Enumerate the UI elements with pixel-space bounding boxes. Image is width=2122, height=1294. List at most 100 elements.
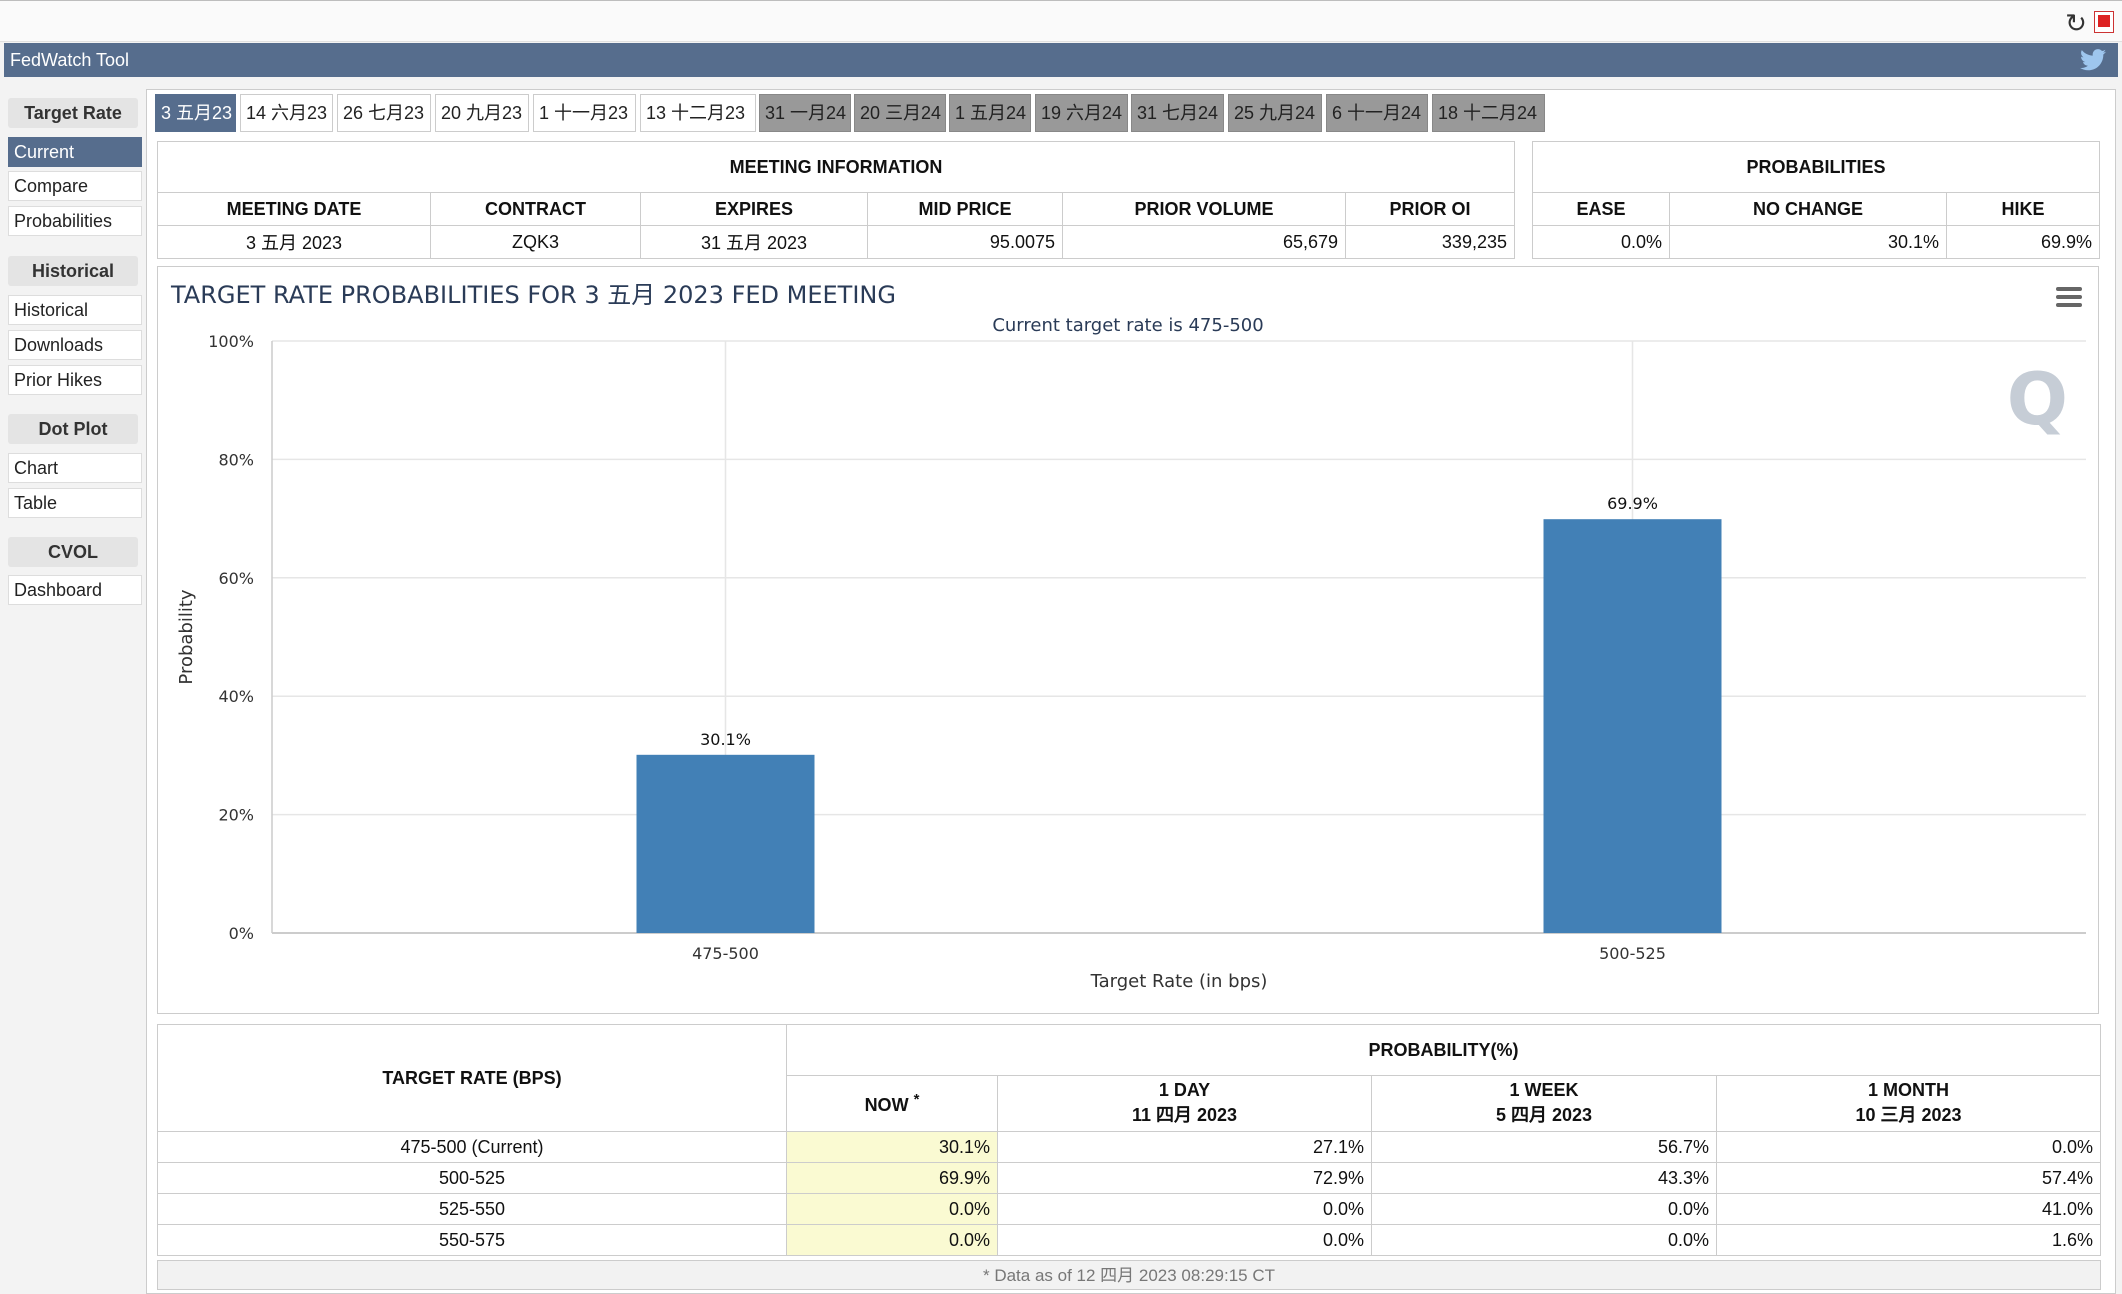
twitter-icon[interactable] bbox=[2080, 49, 2106, 71]
sidebar-item-chart[interactable]: Chart bbox=[8, 453, 142, 483]
cell-1-day: 27.1% bbox=[997, 1131, 1372, 1163]
meeting-info-table: MEETING INFORMATION MEETING DATE CONTRAC… bbox=[157, 141, 1515, 259]
reload-icon[interactable]: ↻ bbox=[2065, 8, 2087, 38]
bar-data-label: 30.1% bbox=[700, 730, 751, 749]
col-no-change: NO CHANGE bbox=[1669, 192, 1947, 226]
sidebar-heading-dot-plot[interactable]: Dot Plot bbox=[8, 414, 138, 444]
tab-meeting[interactable]: 25 九月24 bbox=[1228, 94, 1322, 132]
cell-expires: 31 五月 2023 bbox=[640, 225, 868, 259]
cell-1-month: 57.4% bbox=[1716, 1162, 2101, 1194]
col-1-day: 1 DAY 11 四月 2023 bbox=[997, 1075, 1372, 1132]
period-label: 1 DAY bbox=[1158, 1080, 1211, 1101]
table-row: 550-575 0.0% 0.0% 0.0% 1.6% bbox=[157, 1224, 2101, 1256]
sidebar-heading-target-rate[interactable]: Target Rate bbox=[8, 98, 138, 128]
y-tick-label: 80% bbox=[218, 450, 254, 469]
tab-meeting[interactable]: 20 九月23 bbox=[435, 94, 529, 132]
data-footnote: * Data as of 12 四月 2023 08:29:15 CT bbox=[157, 1260, 2101, 1290]
bar-chart: 0% 20% 40% 60% 80% 100% 30.1% 475-500 69.9% 500-5… bbox=[176, 332, 2086, 992]
cell-rate: 550-575 bbox=[157, 1224, 787, 1256]
sidebar-item-historical[interactable]: Historical bbox=[8, 295, 142, 325]
tab-meeting[interactable]: 14 六月23 bbox=[240, 94, 333, 132]
cell-1-month: 0.0% bbox=[1716, 1131, 2101, 1163]
tab-meeting[interactable]: 18 十二月24 bbox=[1432, 94, 1545, 132]
tab-meeting[interactable]: 6 十一月24 bbox=[1326, 94, 1428, 132]
cell-1-week: 0.0% bbox=[1371, 1224, 1717, 1256]
sidebar-item-probabilities[interactable]: Probabilities bbox=[8, 206, 142, 236]
chart-subtitle: Current target rate is 475-500 bbox=[992, 315, 1264, 336]
sidebar-heading-cvol[interactable]: CVOL bbox=[8, 537, 138, 567]
sidebar-item-table[interactable]: Table bbox=[8, 488, 142, 518]
y-tick-label: 60% bbox=[218, 569, 254, 588]
cell-hike: 69.9% bbox=[1946, 225, 2100, 259]
tab-meeting[interactable]: 1 五月24 bbox=[949, 94, 1031, 132]
y-axis-title: Probability bbox=[176, 589, 197, 684]
bar bbox=[1543, 519, 1722, 933]
y-tick-label: 20% bbox=[218, 806, 254, 825]
col-hike: HIKE bbox=[1946, 192, 2100, 226]
cell-1-day: 72.9% bbox=[997, 1162, 1372, 1194]
col-now-mark: * bbox=[913, 1091, 920, 1109]
col-ease: EASE bbox=[1532, 192, 1670, 226]
cell-1-week: 43.3% bbox=[1371, 1162, 1717, 1194]
probability-history-table: TARGET RATE (BPS) PROBABILITY(%) NOW * 1… bbox=[157, 1023, 2101, 1256]
col-now: NOW * bbox=[786, 1075, 998, 1132]
col-mid-price: MID PRICE bbox=[867, 192, 1063, 226]
cell-1-day: 0.0% bbox=[997, 1224, 1372, 1256]
cell-now: 0.0% bbox=[786, 1193, 998, 1225]
period-date: 11 四月 2023 bbox=[1131, 1105, 1238, 1126]
sidebar-item-compare[interactable]: Compare bbox=[8, 171, 142, 201]
table-row: 500-525 69.9% 72.9% 43.3% 57.4% bbox=[157, 1162, 2101, 1194]
col-probability: PROBABILITY(%) bbox=[786, 1023, 2101, 1077]
chart-container: TARGET RATE PROBABILITIES FOR 3 五月 2023 … bbox=[157, 266, 2099, 1014]
tab-meeting[interactable]: 13 十二月23 bbox=[640, 94, 756, 132]
period-date: 5 四月 2023 bbox=[1495, 1105, 1593, 1126]
col-prior-volume: PRIOR VOLUME bbox=[1062, 192, 1346, 226]
cell-meeting-date: 3 五月 2023 bbox=[157, 225, 431, 259]
chart-title: TARGET RATE PROBABILITIES FOR 3 五月 2023 … bbox=[171, 281, 896, 309]
tab-meeting[interactable]: 19 六月24 bbox=[1035, 94, 1128, 132]
tab-meeting[interactable]: 20 三月24 bbox=[854, 94, 946, 132]
y-tick-label: 40% bbox=[218, 687, 254, 706]
cell-contract: ZQK3 bbox=[430, 225, 641, 259]
cell-now: 30.1% bbox=[786, 1131, 998, 1163]
sidebar-heading-historical[interactable]: Historical bbox=[8, 256, 138, 286]
x-tick-label: 475-500 bbox=[692, 944, 759, 963]
tab-meeting[interactable]: 26 七月23 bbox=[337, 94, 431, 132]
cell-prior-volume: 65,679 bbox=[1062, 225, 1346, 259]
period-label: 1 MONTH bbox=[1868, 1080, 1949, 1101]
sidebar-item-dashboard[interactable]: Dashboard bbox=[8, 575, 142, 605]
sidebar-item-downloads[interactable]: Downloads bbox=[8, 330, 142, 360]
tab-meeting[interactable]: 31 一月24 bbox=[759, 94, 851, 132]
col-target-rate: TARGET RATE (BPS) bbox=[157, 1024, 787, 1132]
cell-prior-oi: 339,235 bbox=[1345, 225, 1515, 259]
col-now-label: NOW bbox=[864, 1095, 909, 1116]
x-tick-label: 500-525 bbox=[1599, 944, 1666, 963]
cell-rate: 500-525 bbox=[157, 1162, 787, 1194]
col-expires: EXPIRES bbox=[640, 192, 868, 226]
top-toolbar: ↻ bbox=[0, 0, 2122, 42]
pdf-icon[interactable] bbox=[2094, 11, 2114, 33]
col-contract: CONTRACT bbox=[430, 192, 641, 226]
sidebar-item-current[interactable]: Current bbox=[8, 137, 142, 167]
probabilities-table: PROBABILITIES EASE NO CHANGE HIKE 0.0% 3… bbox=[1532, 141, 2100, 259]
tab-meeting[interactable]: 1 十一月23 bbox=[533, 94, 636, 132]
table-row: 525-550 0.0% 0.0% 0.0% 41.0% bbox=[157, 1193, 2101, 1225]
probabilities-caption: PROBABILITIES bbox=[1532, 141, 2100, 193]
table-row: 475-500 (Current) 30.1% 27.1% 56.7% 0.0% bbox=[157, 1131, 2101, 1163]
bar bbox=[636, 754, 815, 933]
tab-meeting[interactable]: 3 五月23 bbox=[155, 94, 236, 132]
col-1-week: 1 WEEK 5 四月 2023 bbox=[1371, 1075, 1717, 1132]
col-prior-oi: PRIOR OI bbox=[1345, 192, 1515, 226]
meeting-info-caption: MEETING INFORMATION bbox=[157, 141, 1515, 193]
menu-icon[interactable] bbox=[2056, 287, 2082, 309]
cell-now: 69.9% bbox=[786, 1162, 998, 1194]
y-tick-label: 100% bbox=[208, 332, 254, 351]
sidebar-item-prior-hikes[interactable]: Prior Hikes bbox=[8, 365, 142, 395]
bar-data-label: 69.9% bbox=[1607, 494, 1658, 513]
y-tick-label: 0% bbox=[229, 924, 254, 943]
cell-rate: 475-500 (Current) bbox=[157, 1131, 787, 1163]
tab-meeting[interactable]: 31 七月24 bbox=[1131, 94, 1224, 132]
cell-mid-price: 95.0075 bbox=[867, 225, 1063, 259]
cell-1-week: 0.0% bbox=[1371, 1193, 1717, 1225]
period-label: 1 WEEK bbox=[1509, 1080, 1579, 1101]
